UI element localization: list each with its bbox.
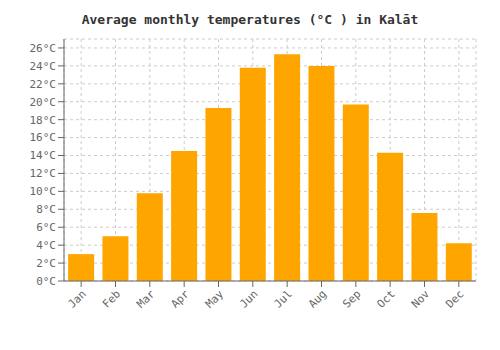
- svg-text:22°C: 22°C: [30, 78, 57, 91]
- svg-text:Jun: Jun: [237, 287, 260, 310]
- svg-text:Mar: Mar: [134, 287, 158, 311]
- svg-text:Sep: Sep: [340, 287, 363, 310]
- svg-text:Apr: Apr: [169, 287, 193, 311]
- svg-text:26°C: 26°C: [30, 42, 57, 55]
- svg-text:12°C: 12°C: [30, 167, 57, 180]
- svg-text:14°C: 14°C: [30, 149, 57, 162]
- svg-text:4°C: 4°C: [36, 239, 56, 252]
- svg-text:Aug: Aug: [306, 287, 329, 310]
- svg-text:Oct: Oct: [375, 287, 398, 310]
- svg-text:Dec: Dec: [443, 287, 466, 310]
- svg-text:24°C: 24°C: [30, 60, 57, 73]
- svg-text:16°C: 16°C: [30, 131, 57, 144]
- svg-text:8°C: 8°C: [36, 203, 56, 216]
- svg-text:May: May: [203, 287, 227, 311]
- svg-text:0°C: 0°C: [36, 275, 56, 288]
- svg-text:Feb: Feb: [100, 287, 123, 310]
- svg-text:6°C: 6°C: [36, 221, 56, 234]
- svg-text:20°C: 20°C: [30, 96, 57, 109]
- svg-text:Jul: Jul: [272, 287, 295, 310]
- svg-text:Jan: Jan: [66, 287, 89, 310]
- svg-text:18°C: 18°C: [30, 114, 57, 127]
- svg-text:2°C: 2°C: [36, 257, 56, 270]
- svg-text:10°C: 10°C: [30, 185, 57, 198]
- svg-text:Nov: Nov: [409, 287, 433, 311]
- html-text:Average monthly temperatures (: Average monthly temperatures (°C ) in Ka…: [81, 12, 419, 27]
